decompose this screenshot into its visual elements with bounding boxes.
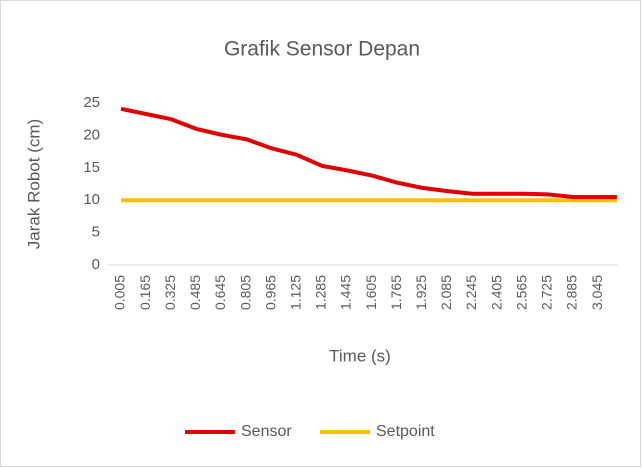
x-tick-label: 1.765 [388,275,404,310]
x-tick-label: 2.245 [463,275,479,310]
y-tick-label: 0 [92,256,100,273]
x-tick-label: 2.725 [539,275,555,310]
legend-label: Sensor [241,423,292,440]
x-tick-label: 0.165 [137,275,153,310]
x-tick-label: 0.805 [237,275,253,310]
y-axis-title: Jarak Robot (cm) [24,119,43,249]
series-line [120,106,617,199]
x-tick-label: 2.085 [438,275,454,310]
legend-label: Setpoint [376,423,435,440]
x-tick-label: 2.885 [564,275,580,310]
x-tick-label: 0.965 [262,275,278,310]
x-tick-label: 1.285 [313,275,329,310]
y-tick-label: 15 [83,159,100,176]
y-tick-label: 25 [83,94,100,111]
x-tick-label: 1.445 [338,275,354,310]
x-tick-label: 2.565 [513,275,529,310]
x-tick-label: 3.045 [589,275,605,310]
x-tick-label: 0.325 [162,275,178,310]
x-tick-label: 0.645 [212,275,228,310]
x-tick-label: 1.605 [363,275,379,310]
x-tick-label: 0.485 [187,275,203,310]
x-tick-label: 1.925 [413,275,429,310]
x-axis-title: Time (s) [329,346,391,365]
y-tick-label: 10 [83,191,100,208]
y-tick-label: 5 [92,224,100,241]
chart-title: Grafik Sensor Depan [224,38,420,61]
y-tick-label: 20 [83,126,100,143]
x-tick-label: 2.405 [488,275,504,310]
x-tick-label: 0.005 [112,275,128,310]
x-tick-label: 1.125 [287,275,303,310]
